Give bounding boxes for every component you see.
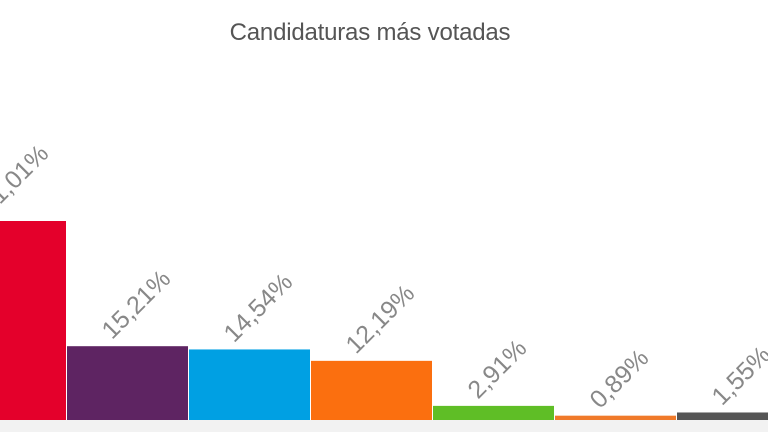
bar-3 (189, 349, 310, 420)
bar-4 (311, 360, 432, 420)
bar-value-label-6: 0,89% (584, 344, 654, 414)
bar-value-label-7: 1,55% (706, 341, 768, 411)
bar-value-label-1: 41,01% (0, 139, 54, 219)
bar-value-label-2: 15,21% (96, 265, 176, 345)
bar-value-label-3: 14,54% (218, 268, 298, 348)
chart-title: Candidaturas más votadas (229, 19, 511, 46)
bar-5 (433, 405, 554, 420)
bar-2 (67, 346, 188, 420)
bar-1 (0, 221, 66, 420)
bar-6 (555, 415, 676, 420)
bar-7 (677, 412, 768, 420)
baseline-strip (0, 420, 768, 432)
bar-value-label-5: 2,91% (462, 334, 532, 404)
bar-value-label-4: 12,19% (340, 279, 420, 359)
